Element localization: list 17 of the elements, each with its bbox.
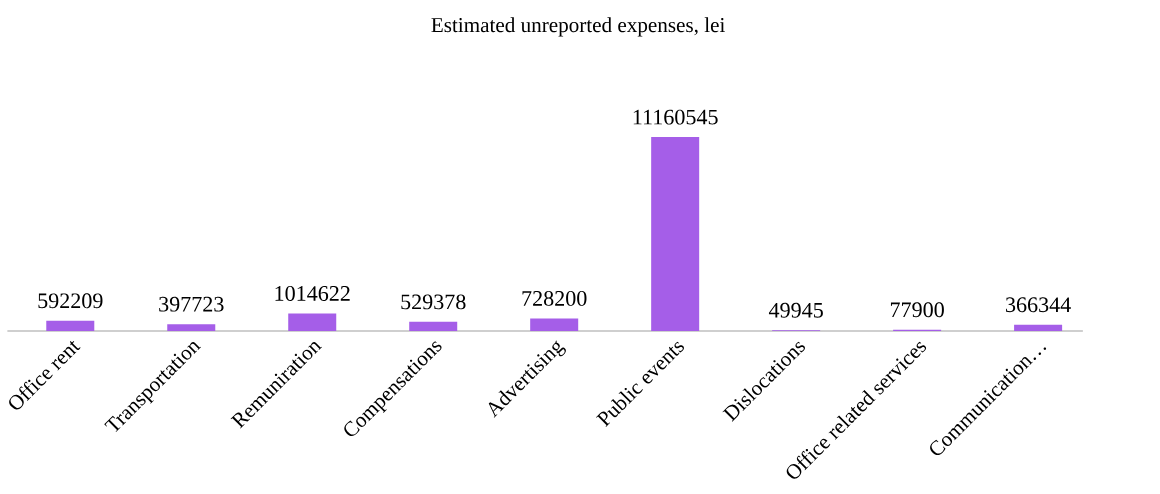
- bar: [288, 313, 337, 332]
- data-label: 397723: [159, 296, 224, 312]
- bar: [651, 137, 700, 332]
- chart-title: Estimated unreported expenses, lei: [431, 17, 725, 37]
- data-label: 366344: [1006, 297, 1071, 313]
- bar: [409, 322, 458, 332]
- data-label: 11160545: [633, 109, 718, 125]
- data-label: 49945: [768, 303, 823, 318]
- data-label: 592209: [38, 293, 103, 309]
- data-label: 1014622: [275, 286, 350, 302]
- bar: [530, 318, 579, 332]
- data-label: 728200: [522, 291, 587, 307]
- bar: [1014, 324, 1063, 332]
- data-label: 529378: [401, 294, 466, 310]
- bar: [46, 320, 95, 332]
- data-label: 77900: [890, 302, 944, 318]
- bar: [167, 324, 216, 332]
